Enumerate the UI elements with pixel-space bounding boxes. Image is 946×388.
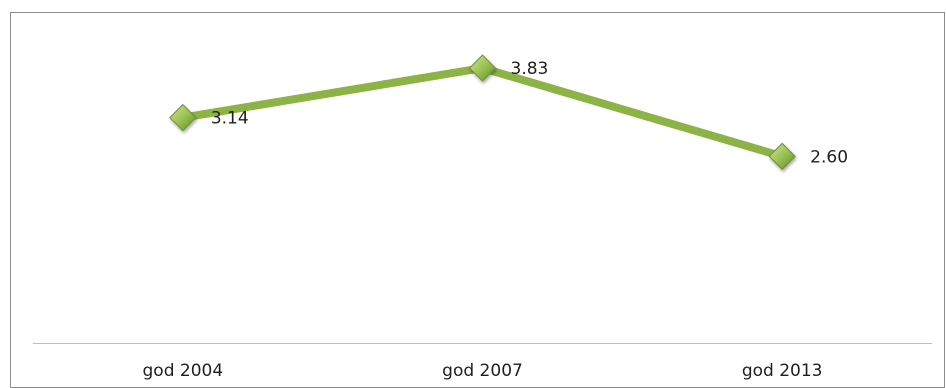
data-point-marker: [169, 103, 197, 132]
data-label: 3.14: [211, 109, 249, 129]
x-tick-label: god 2013: [742, 361, 823, 381]
data-point-marker: [468, 54, 497, 82]
data-label: 2.60: [810, 147, 848, 167]
x-tick-label: god 2004: [143, 361, 224, 381]
data-label: 3.83: [511, 59, 549, 79]
x-tick-label: god 2007: [442, 361, 523, 381]
data-point-marker: [768, 142, 796, 171]
